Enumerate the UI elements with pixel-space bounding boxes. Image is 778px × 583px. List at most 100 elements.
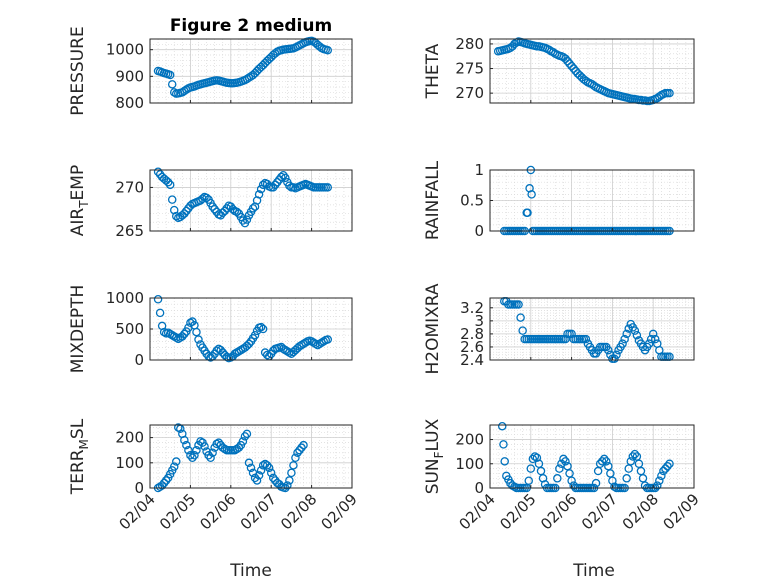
data-point [319,337,328,346]
data-point [561,54,570,63]
x-axis-label-left: Time [229,561,272,581]
data-point [186,450,195,460]
data-point [612,350,621,360]
data-point [242,215,252,224]
data-point [289,461,298,470]
data-point [311,339,320,349]
data-point [291,453,300,463]
y-axis-label-rest: LUX [423,418,443,451]
data-series [153,167,333,228]
data-point [626,457,636,466]
data-point [208,202,217,211]
y-tick-label: 200 [115,429,144,447]
y-axis-label: SUNFLUX [423,418,446,494]
data-point [266,468,276,478]
data-point [497,421,507,431]
data-point [523,208,532,217]
y-tick-label: 270 [455,84,484,102]
data-point [216,345,225,355]
data-point [200,442,209,451]
data-point [644,339,654,348]
data-point [178,332,187,341]
y-axis-label-main: SUN [423,458,443,494]
y-axis-label-subscript: M [77,439,91,449]
axes-box [149,38,353,104]
y-axis-label: MIXDEPTH [68,285,88,374]
y-tick-label: 1000 [106,289,144,307]
subplot-pressure: 800 900 1000 PRESSURE [68,26,353,116]
y-tick-label: 0 [474,479,484,497]
y-axis-label-main: MIXDEPTH [68,285,88,374]
data-point [279,170,288,180]
data-point [220,206,229,216]
axes-box [149,424,353,489]
subplot-rainfall: 0 0.5 1 RAINFALL [423,160,695,240]
data-point [212,346,221,355]
data-point [563,56,572,66]
y-tick-label: 2.6 [460,338,484,356]
data-point [180,209,189,218]
data-point [648,329,658,339]
data-point [202,193,211,203]
y-tick-label: 2.8 [460,325,484,343]
y-axis-label: TERRMSL [68,418,91,495]
data-series [153,294,333,363]
y-tick-label: 1000 [106,41,144,59]
y-tick-label: 1 [474,161,484,179]
data-point [661,464,670,473]
y-axis-label: RAINFALL [423,160,443,240]
data-point [242,429,252,439]
data-point [212,439,221,449]
data-point [210,204,219,214]
data-point [264,463,274,473]
data-point [281,173,290,183]
data-point [630,449,640,459]
subplot-mixdepth: 0 500 1000 MIXDEPTH [68,285,353,374]
y-axis-label-rest: EMP [68,165,88,201]
data-point [248,204,258,213]
data-point [174,423,183,432]
y-tick-label: 0 [134,479,144,497]
data-point [268,473,278,483]
data-point [273,177,282,187]
data-point [630,326,640,335]
data-point [256,322,266,332]
data-point [161,476,171,485]
data-point [182,206,191,216]
y-tick-label: 3.2 [460,299,484,317]
y-tick-label: 200 [455,431,484,449]
subplot-theta: 270 275 280 THETA [423,35,695,106]
data-point [234,443,244,452]
data-point [323,335,333,344]
data-point [591,478,601,488]
data-series [153,423,308,493]
data-point [169,462,179,471]
data-point [567,329,576,339]
data-point [180,435,189,445]
data-point [620,334,629,344]
y-axis-label-subscript: F [432,451,446,458]
data-point [499,440,508,449]
data-point [287,468,296,478]
y-axis-label-rest: SL [68,418,88,439]
data-point [163,177,173,187]
data-point [323,45,333,55]
axes-box [489,297,695,361]
data-point [206,453,215,463]
data-point [663,461,672,471]
data-point [238,216,248,225]
subplot-air_temp: 265 270 AIRTEMP [68,165,353,240]
data-point [555,464,564,473]
data-point [208,448,217,457]
y-axis-label-main: RAINFALL [423,160,443,240]
data-point [180,329,189,339]
y-tick-label: 275 [455,60,484,78]
data-point [565,59,574,68]
data-point [295,445,304,455]
data-point [256,466,266,475]
data-point [167,195,177,204]
data-point [528,454,538,464]
data-point [604,345,613,355]
data-point [240,432,250,441]
